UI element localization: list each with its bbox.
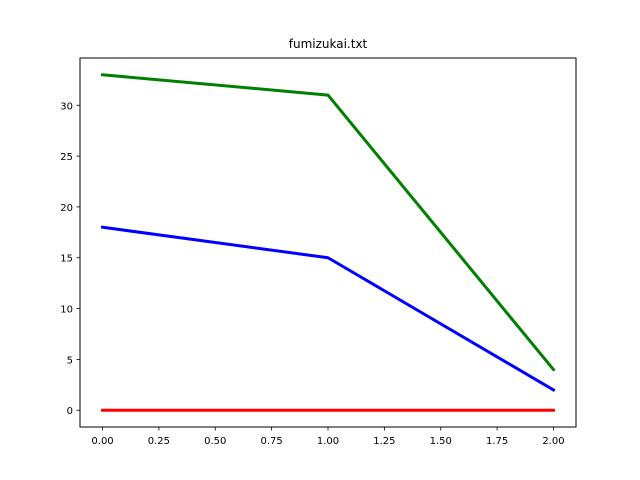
- series-line-2: [100, 225, 556, 392]
- x-tick-label: 1.50: [430, 436, 452, 447]
- y-tick-label: 15: [60, 254, 73, 265]
- x-axis: 0.00 0.25 0.50 0.75 1.00 1.25 1.50 1.75 2.00: [91, 427, 565, 447]
- y-tick-label: 25: [60, 152, 73, 163]
- series-line-1: [100, 73, 556, 372]
- x-tick-label: 1.75: [486, 436, 508, 447]
- x-tick-label: 0.25: [148, 436, 170, 447]
- x-tick-label: 2.00: [542, 436, 564, 447]
- x-tick-label: 0.00: [91, 436, 113, 447]
- x-tick-label: 1.25: [373, 436, 395, 447]
- x-tick-label: 1.00: [317, 436, 339, 447]
- y-tick-label: 30: [60, 101, 73, 112]
- x-tick-label: 0.75: [261, 436, 283, 447]
- y-tick-label: 20: [60, 203, 73, 214]
- y-tick-label: 10: [60, 305, 73, 316]
- y-axis: 0 5 10 15 20 25 30: [60, 101, 80, 417]
- plot-frame: [79, 57, 577, 428]
- x-tick-label: 0.50: [204, 436, 226, 447]
- series-layer: [100, 73, 556, 412]
- y-tick-label: 5: [67, 355, 73, 366]
- y-tick-label: 0: [67, 406, 73, 417]
- chart-title: fumizukai.txt: [289, 37, 368, 51]
